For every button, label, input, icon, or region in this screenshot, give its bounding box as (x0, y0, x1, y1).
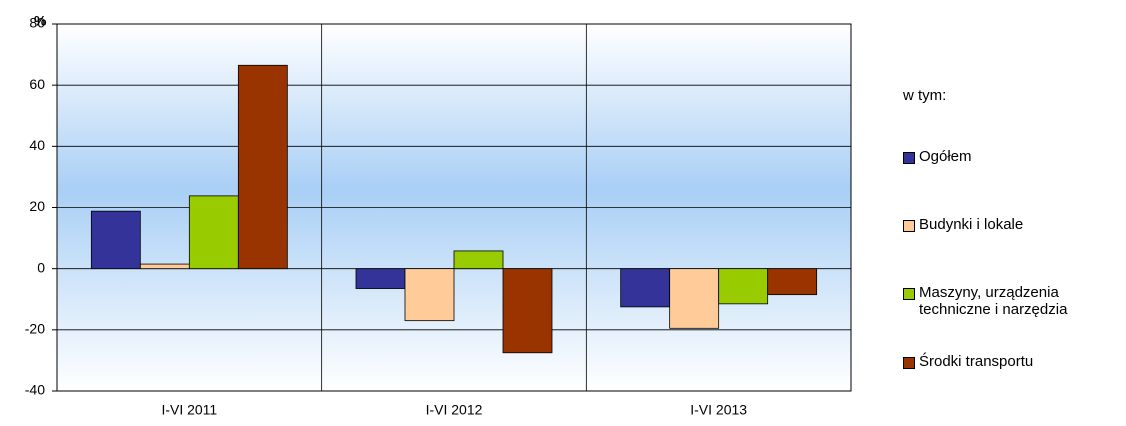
bar (90, 210, 141, 270)
x-tick-label: I-VI 2012 (426, 402, 483, 418)
bar (620, 268, 671, 308)
legend-label: Środki transportu (919, 353, 1034, 370)
y-tick-label: 0 (37, 259, 45, 275)
x-tick-label: I-VI 2011 (161, 402, 217, 418)
bar (767, 268, 818, 296)
legend-label: Ogółem (919, 148, 972, 165)
bar (669, 268, 720, 329)
legend-item: Maszyny, urządzenia techniczne i narzędz… (903, 284, 1123, 318)
bar (718, 268, 769, 305)
bar (237, 64, 288, 270)
bar (453, 250, 504, 270)
y-tick-label: -40 (25, 382, 45, 398)
legend-item: Środki transportu (903, 353, 1123, 370)
y-tick-label: 60 (29, 76, 45, 92)
bar (355, 268, 406, 289)
legend-label: Maszyny, urządzenia techniczne i narzędz… (919, 284, 1068, 318)
x-tick-label: I-VI 2013 (690, 402, 747, 418)
legend-swatch (903, 220, 915, 232)
y-tick-label: 80 (29, 15, 45, 31)
legend-title: w tym: (903, 87, 947, 104)
legend-item: Budynki i lokale (903, 216, 1123, 233)
y-tick-label: 40 (29, 137, 45, 153)
y-axis-label: % (34, 13, 47, 29)
bar (188, 195, 239, 270)
bar (404, 268, 455, 322)
y-tick-label: -20 (25, 321, 45, 337)
legend-item: Ogółem (903, 148, 1123, 165)
bar (502, 268, 553, 354)
legend-swatch (903, 357, 915, 369)
legend-swatch (903, 152, 915, 164)
bar (139, 263, 190, 270)
y-tick-label: 20 (29, 198, 45, 214)
legend-label: Budynki i lokale (919, 216, 1024, 233)
legend-swatch (903, 288, 915, 300)
